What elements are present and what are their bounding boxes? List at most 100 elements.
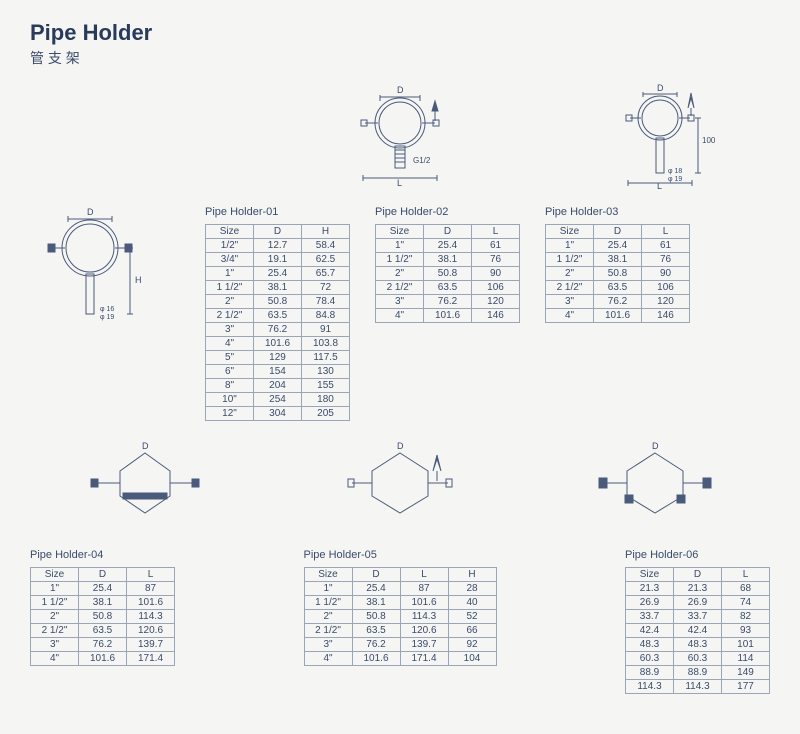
table-cell: 12.7 [254,239,302,253]
table-row: 4"101.6103.8 [206,337,350,351]
table-cell: 1 1/2" [206,281,254,295]
table-header: Size [626,568,674,582]
table-cell: 92 [448,638,496,652]
table-row: 2 1/2"63.584.8 [206,309,350,323]
table-cell: 93 [722,624,770,638]
table-cell: 2" [376,267,424,281]
table-cell: 26.9 [674,596,722,610]
title-ph01: Pipe Holder-01 [205,206,350,218]
diagram-ph06: D [585,441,725,526]
svg-text:G1/2: G1/2 [413,156,431,165]
table-cell: 26.9 [626,596,674,610]
table-ph04: SizeDL1"25.4871 1/2"38.1101.62"50.8114.3… [30,567,175,666]
table-row: 1 1/2"38.176 [546,253,690,267]
table-cell: 5" [206,351,254,365]
table-row: 48.348.3101 [626,638,770,652]
table-cell: 72 [302,281,350,295]
section-ph06: Pipe Holder-06 SizeDL21.321.36826.926.97… [625,546,770,694]
table-row: 33.733.782 [626,610,770,624]
table-cell: 6" [206,365,254,379]
table-cell: 155 [302,379,350,393]
table-row: 1 1/2"38.176 [376,253,520,267]
table-row: 1/2"12.758.4 [206,239,350,253]
svg-text:D: D [87,207,94,217]
table-ph03: SizeDL1"25.4611 1/2"38.1762"50.8902 1/2"… [545,224,690,323]
table-cell: 3" [31,638,79,652]
table-ph01: SizeDH1/2"12.758.43/4"19.162.51"25.465.7… [205,224,350,421]
table-cell: 1" [206,267,254,281]
table-cell: 60.3 [626,652,674,666]
table-cell: 25.4 [254,267,302,281]
table-cell: 106 [642,281,690,295]
table-cell: 154 [254,365,302,379]
table-cell: 1 1/2" [376,253,424,267]
table-cell: 1 1/2" [31,596,79,610]
table-cell: 2 1/2" [206,309,254,323]
table-cell: 139.7 [127,638,175,652]
table-cell: 4" [546,309,594,323]
table-cell: 2 1/2" [31,624,79,638]
table-cell: 50.8 [424,267,472,281]
table-row: 3/4"19.162.5 [206,253,350,267]
svg-text:φ 18: φ 18 [668,168,682,175]
table-row: 10"254180 [206,393,350,407]
diagram-ph01-side: D H φ 16 φ 19 [30,203,180,421]
table-cell: 101.6 [352,652,400,666]
svg-text:H: H [135,275,142,285]
table-cell: 304 [254,407,302,421]
table-header: Size [31,568,79,582]
table-cell: 40 [448,596,496,610]
table-cell: 130 [302,365,350,379]
table-cell: 48.3 [674,638,722,652]
table-header: L [722,568,770,582]
table-cell: 3" [206,323,254,337]
title-ph03: Pipe Holder-03 [545,206,690,218]
table-row: 4"101.6146 [546,309,690,323]
table-cell: 254 [254,393,302,407]
table-cell: 60.3 [674,652,722,666]
table-cell: 76.2 [254,323,302,337]
table-cell: 1" [304,582,352,596]
table-row: 2"50.890 [546,267,690,281]
table-row: 21.321.368 [626,582,770,596]
table-cell: 50.8 [254,295,302,309]
table-cell: 104 [448,652,496,666]
table-cell: 204 [254,379,302,393]
table-row: 60.360.3114 [626,652,770,666]
table-cell: 91 [302,323,350,337]
table-row: 1 1/2"38.1101.640 [304,596,496,610]
table-cell: 139.7 [400,638,448,652]
table-row: 8"204155 [206,379,350,393]
table-cell: 2 1/2" [304,624,352,638]
table-row: 4"101.6146 [376,309,520,323]
table-cell: 63.5 [424,281,472,295]
table-header: D [594,225,642,239]
table-cell: 76.2 [424,295,472,309]
table-row: 1"25.487 [31,582,175,596]
table-row: 3"76.2139.792 [304,638,496,652]
table-row: 1"25.461 [376,239,520,253]
page-title-en: Pipe Holder [30,20,770,46]
table-cell: 68 [722,582,770,596]
table-row: 3"76.2120 [546,295,690,309]
table-row: 3"76.291 [206,323,350,337]
table-ph06: SizeDL21.321.36826.926.97433.733.78242.4… [625,567,770,694]
table-header: L [642,225,690,239]
table-cell: 146 [472,309,520,323]
table-cell: 101.6 [254,337,302,351]
table-cell: 74 [722,596,770,610]
diagram-row-2: D D D [30,441,770,526]
table-row: 1"25.465.7 [206,267,350,281]
table-cell: 61 [642,239,690,253]
table-cell: 66 [448,624,496,638]
table-cell: 120.6 [127,624,175,638]
table-cell: 28 [448,582,496,596]
table-row: 12"304205 [206,407,350,421]
table-cell: 101.6 [400,596,448,610]
table-header: Size [546,225,594,239]
svg-text:100: 100 [702,136,716,145]
table-cell: 21.3 [674,582,722,596]
data-row-2: Pipe Holder-04 SizeDL1"25.4871 1/2"38.11… [30,546,770,694]
table-row: 2 1/2"63.5106 [546,281,690,295]
title-ph02: Pipe Holder-02 [375,206,520,218]
